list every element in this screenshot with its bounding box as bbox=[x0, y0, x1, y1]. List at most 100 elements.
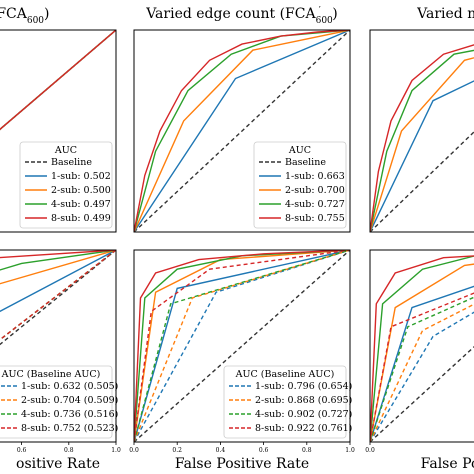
series-line-1-sub bbox=[0, 250, 116, 313]
panel-bottom-middle: 0.0 0.2 0.4 0.6 0.8 1.0 False Positive Rate AUC… bbox=[129, 249, 355, 472]
series-line-4-sub bbox=[370, 255, 474, 442]
x-tick-label: 1.0 bbox=[111, 447, 121, 454]
series-line-8-sub bbox=[370, 44, 474, 232]
panel-bottom-right: 0.0 False Po bbox=[365, 249, 474, 472]
axes-frame bbox=[133, 29, 351, 233]
legend-title: AUC (Baseline AUC) bbox=[1, 369, 101, 380]
series-line-4-sub bbox=[370, 49, 474, 232]
legend-entry: 4-sub: 0.727 bbox=[285, 199, 345, 210]
series-line-1-sub-baseline bbox=[370, 311, 474, 442]
series-line-baseline bbox=[0, 250, 116, 346]
series-line-8-sub-baseline bbox=[134, 250, 350, 442]
legend-entry: 8-sub: 0.499 bbox=[51, 213, 111, 224]
title-suffix: ) bbox=[44, 6, 49, 22]
series-line-4-sub bbox=[0, 250, 116, 271]
series-line-1-sub bbox=[134, 250, 350, 442]
series-line-8-sub bbox=[134, 30, 350, 232]
panel-title: count (FCA600) bbox=[0, 6, 50, 26]
x-tick-label: 1.0 bbox=[345, 447, 355, 454]
title-prime: ′ bbox=[319, 6, 321, 16]
series-line-2-sub-baseline bbox=[370, 303, 474, 442]
x-tick-label: 0.8 bbox=[302, 447, 312, 454]
title-subscript: 600 bbox=[27, 16, 44, 26]
series-line-2-sub bbox=[370, 57, 474, 232]
x-tick-label: 0.6 bbox=[17, 447, 27, 454]
x-tick-label: 0.4 bbox=[216, 447, 226, 454]
legend-entry: Baseline bbox=[51, 157, 92, 168]
series-line-8-sub-baseline bbox=[370, 292, 474, 442]
x-tick-label: 0.8 bbox=[64, 447, 74, 454]
panel-title: Varied edge count (FCA600′00) bbox=[145, 6, 338, 26]
title-text: count (FCA bbox=[0, 6, 28, 22]
plot-area bbox=[0, 250, 116, 346]
plot-area bbox=[134, 30, 350, 232]
legend-entry: 2-sub: 0.868 (0.695) bbox=[255, 395, 352, 406]
axes-frame bbox=[369, 249, 474, 443]
series-line-baseline bbox=[134, 30, 350, 232]
legend-entry: 2-sub: 0.700 bbox=[285, 185, 345, 196]
x-tick-label: 0.6 bbox=[259, 447, 269, 454]
legend-title: AUC bbox=[288, 145, 311, 156]
series-line-8-sub bbox=[370, 255, 474, 442]
series-line-baseline bbox=[370, 345, 474, 442]
series-line-2-sub bbox=[134, 250, 350, 442]
series-line-4-sub-baseline bbox=[370, 296, 474, 442]
series-line-2-sub-baseline bbox=[134, 250, 350, 442]
legend-entry: 2-sub: 0.704 (0.509) bbox=[21, 395, 118, 406]
axes-frame bbox=[0, 249, 117, 443]
plot-area bbox=[0, 30, 116, 131]
x-tick-label: 0.0 bbox=[129, 447, 139, 454]
series-line-4-sub-baseline bbox=[134, 250, 350, 442]
x-axis-label: ositive Rate bbox=[16, 456, 100, 472]
x-axis-label: False Positive Rate bbox=[175, 456, 309, 472]
legend: AUC (Baseline AUC)1-sub: 0.796 (0.654) 2-… bbox=[223, 365, 352, 439]
title-subscript: 600 bbox=[316, 16, 333, 26]
title-text: Varied edge count (FCA bbox=[145, 6, 316, 22]
plot-area bbox=[370, 255, 474, 442]
legend-entry: 2-sub: 0.500 bbox=[51, 185, 111, 196]
legend-entry: 1-sub: 0.663 bbox=[285, 171, 345, 182]
plot-area bbox=[134, 250, 350, 442]
legend-title: AUC (Baseline AUC) bbox=[235, 369, 335, 380]
title-text: Varied node/edg bbox=[416, 6, 474, 22]
series-line-2-sub bbox=[0, 250, 116, 285]
axes-frame bbox=[0, 29, 117, 233]
axes-frame bbox=[369, 29, 474, 233]
x-tick-label: 0.2 bbox=[172, 447, 182, 454]
series-line-8-sub-baseline bbox=[0, 250, 116, 341]
axes-frame bbox=[133, 249, 351, 443]
legend-entry: 8-sub: 0.752 (0.523) bbox=[21, 423, 118, 434]
title-suffix: ) bbox=[332, 6, 337, 22]
series-line-baseline bbox=[134, 250, 350, 442]
series-line-2-sub bbox=[134, 30, 350, 232]
series-line-2-sub bbox=[370, 263, 474, 442]
series-line-8-sub bbox=[0, 30, 116, 131]
panel-top-right: Varied node/edg bbox=[369, 6, 474, 233]
series-line-1-sub bbox=[370, 285, 474, 442]
legend-entry: 1-sub: 0.502 bbox=[51, 171, 111, 182]
panel-title: Varied node/edg bbox=[416, 6, 474, 22]
panel-bottom-left: 0.6 0.8 1.0 ositive Rate AUC (Baseline AUC)1… bbox=[0, 249, 121, 472]
series-line-1-sub-baseline bbox=[134, 250, 350, 442]
x-axis-label: False Po bbox=[421, 456, 474, 472]
series-line-8-sub bbox=[0, 250, 116, 259]
legend: AUC (Baseline AUC)1-sub: 0.632 (0.505) 2-… bbox=[0, 365, 118, 439]
legend-entry: 4-sub: 0.902 (0.727) bbox=[255, 409, 352, 420]
legend-entry: 8-sub: 0.755 bbox=[285, 213, 345, 224]
legend-entry: 1-sub: 0.796 (0.654) bbox=[255, 381, 352, 392]
panel-top-middle: Varied edge count (FCA600′00) AUCBaseline… bbox=[133, 6, 351, 233]
legend-entry: Baseline bbox=[285, 157, 326, 168]
legend-title: AUC bbox=[54, 145, 77, 156]
series-line-8-sub bbox=[134, 250, 350, 442]
x-tick-label: 0.0 bbox=[365, 447, 375, 454]
series-line-baseline bbox=[370, 130, 474, 232]
legend-entry: 8-sub: 0.922 (0.761) bbox=[255, 423, 352, 434]
legend-entry: 4-sub: 0.736 (0.516) bbox=[21, 409, 118, 420]
series-line-1-sub bbox=[370, 80, 474, 232]
legend-entry: 1-sub: 0.632 (0.505) bbox=[21, 381, 118, 392]
series-line-1-sub bbox=[134, 30, 350, 232]
